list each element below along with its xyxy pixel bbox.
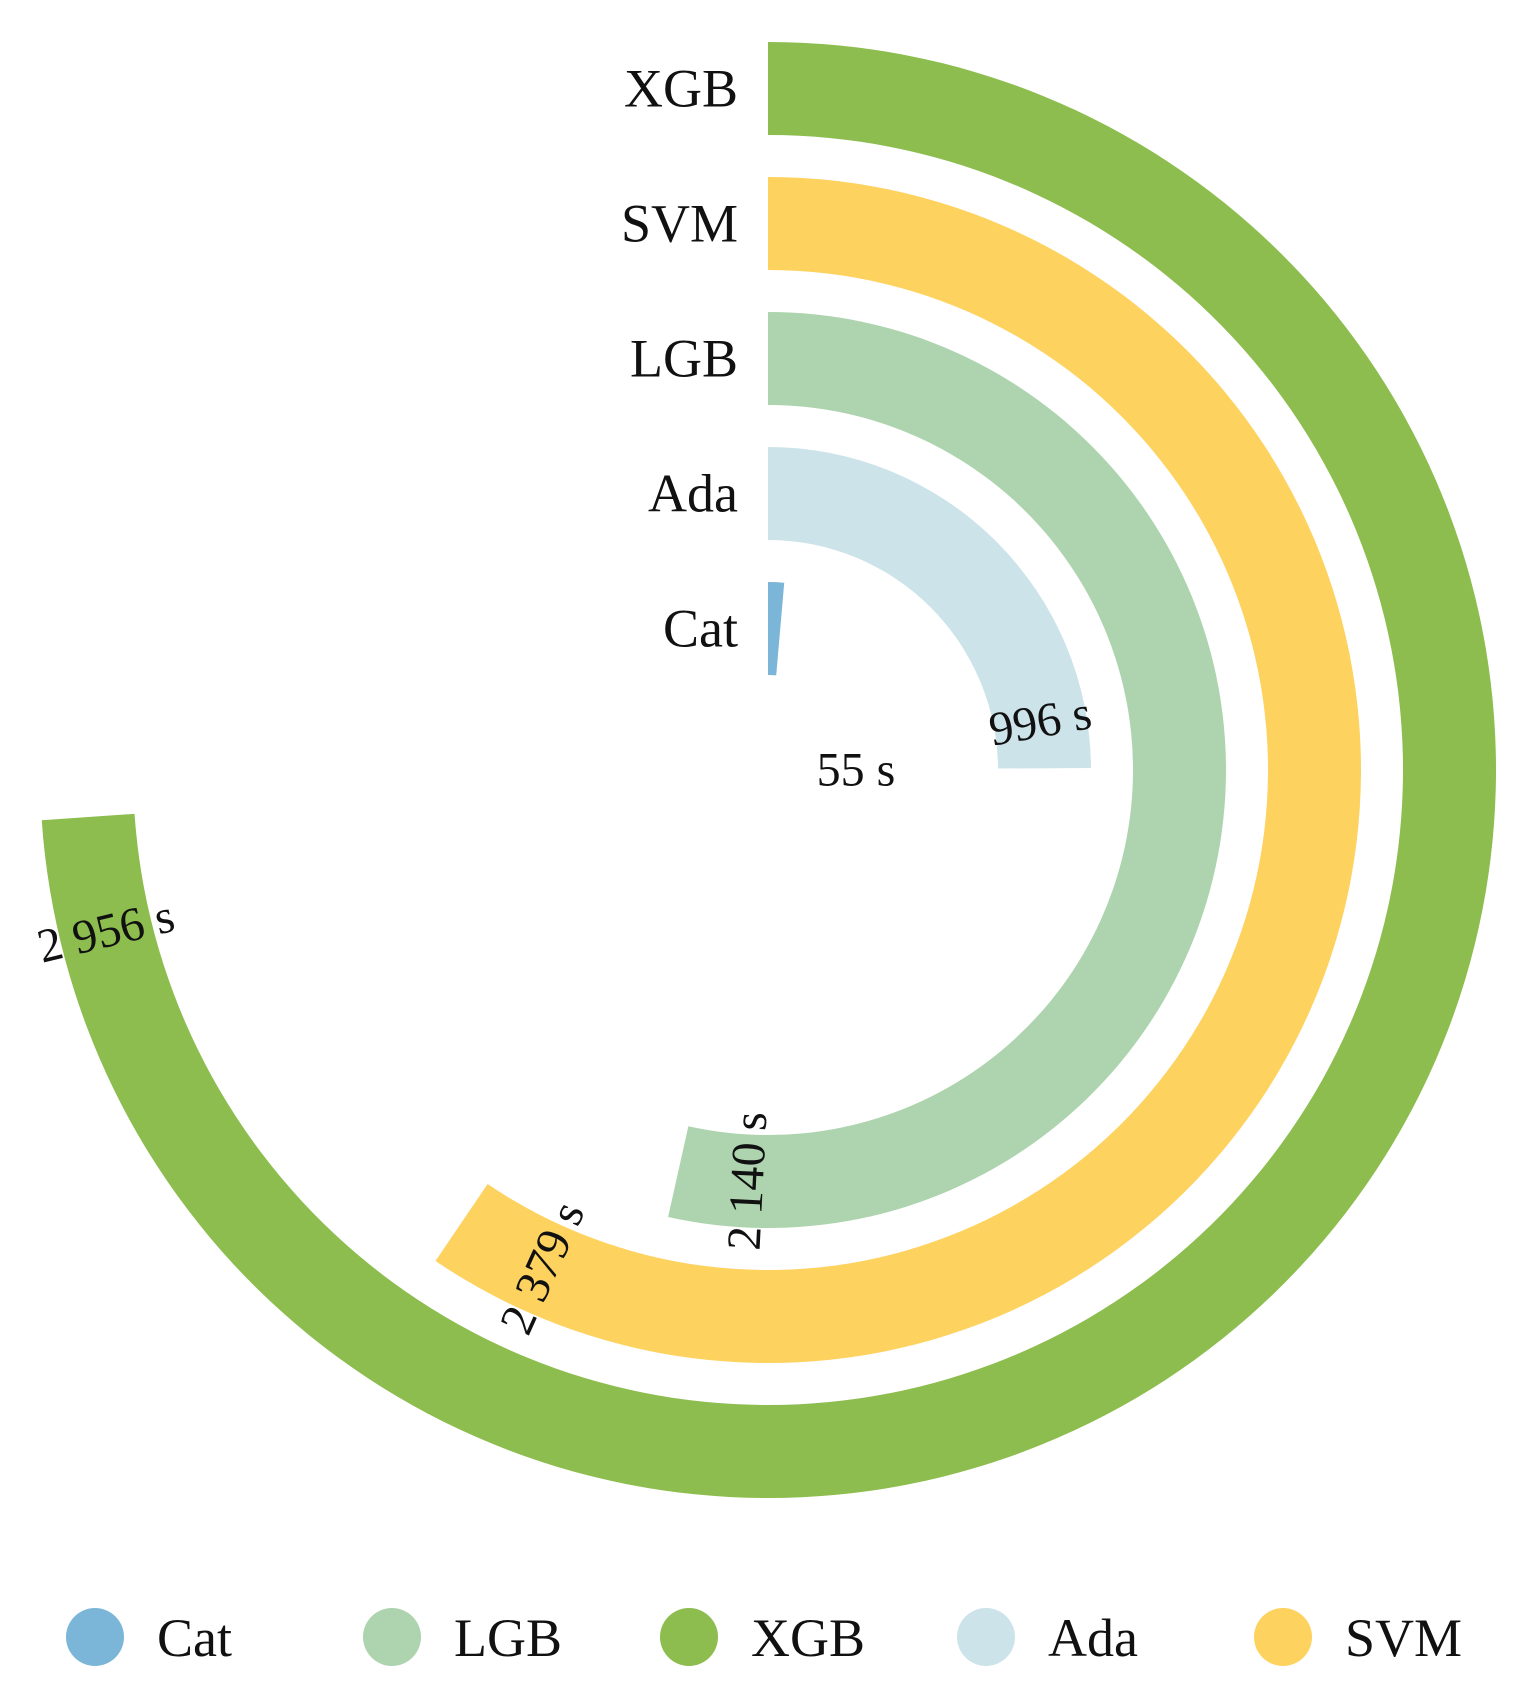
legend-label-cat: Cat [157, 1608, 232, 1668]
category-label-svm: SVM [621, 194, 738, 254]
arc-cat [768, 582, 785, 676]
legend-swatch-svm [1254, 1608, 1312, 1666]
legend: Cat LGB XGB Ada SVM [66, 1608, 1462, 1668]
value-label-lgb: 2 140 s [718, 1110, 778, 1251]
arc-ada [768, 447, 1091, 769]
legend-label-xgb: XGB [751, 1608, 865, 1668]
category-label-cat: Cat [663, 599, 738, 659]
category-labels: Cat Ada LGB SVM XGB [621, 59, 738, 659]
legend-swatch-cat [66, 1608, 124, 1666]
legend-label-svm: SVM [1345, 1608, 1462, 1668]
value-label-cat: 55 s [817, 744, 896, 797]
legend-swatch-xgb [660, 1608, 718, 1666]
arc-svm [435, 177, 1361, 1363]
category-label-ada: Ada [648, 464, 738, 524]
legend-label-ada: Ada [1048, 1608, 1138, 1668]
legend-swatch-lgb [363, 1608, 421, 1666]
legend-swatch-ada [957, 1608, 1015, 1666]
arc-lgb [668, 312, 1226, 1228]
category-label-xgb: XGB [624, 59, 738, 119]
category-label-lgb: LGB [630, 329, 738, 389]
arc-group [41, 42, 1497, 1499]
legend-label-lgb: LGB [454, 1608, 562, 1668]
